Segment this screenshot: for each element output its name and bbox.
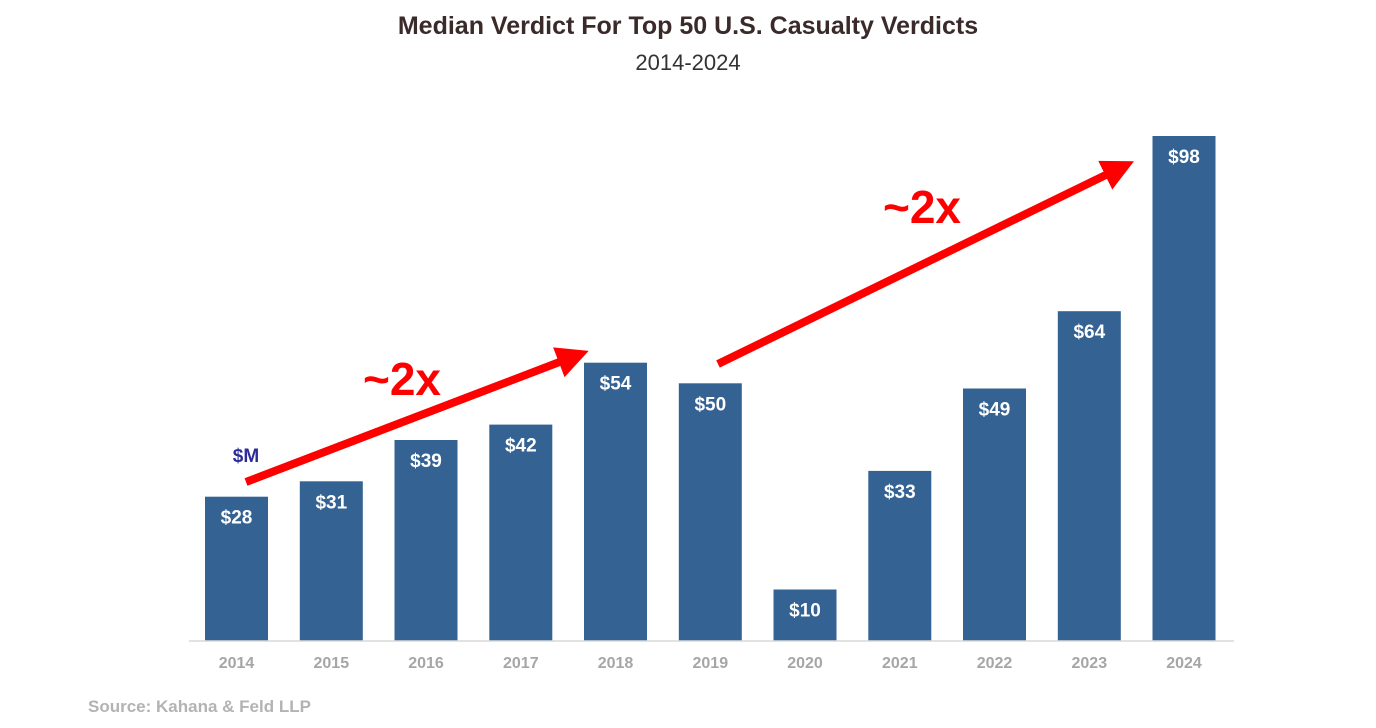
bar-2016 xyxy=(394,440,458,641)
x-tick-label: 2015 xyxy=(314,655,350,672)
bar-value-label: $33 xyxy=(884,482,916,503)
bar-2018 xyxy=(584,362,647,641)
bar-2020 xyxy=(773,589,837,641)
x-tick-label: 2014 xyxy=(219,655,255,672)
bar-value-label: $28 xyxy=(221,508,253,529)
bar-2014 xyxy=(205,496,268,641)
x-tick-label: 2020 xyxy=(787,655,823,672)
chart-title: Median Verdict For Top 50 U.S. Casualty … xyxy=(397,12,979,40)
bar-value-label: $10 xyxy=(789,601,821,622)
bar-value-label: $98 xyxy=(1168,147,1200,168)
bar-2023 xyxy=(1057,311,1121,641)
bar-value-label: $64 xyxy=(1073,322,1105,343)
x-tick-label: 2017 xyxy=(503,655,539,672)
bar-2024 xyxy=(1152,136,1216,641)
bars-layer: $28 $31 $39 $42 $54 $50 $10 $33 $49 $64 $98 xyxy=(205,136,1216,641)
bar-2022 xyxy=(963,388,1026,641)
growth-arrow-2019-2024 xyxy=(716,160,1134,368)
growth-annotation-label: ~2x xyxy=(363,353,441,405)
x-tick-label: 2021 xyxy=(882,655,918,672)
x-tick-label: 2024 xyxy=(1166,655,1202,672)
bar-2017 xyxy=(489,424,553,641)
bar-value-label: $54 xyxy=(600,374,632,395)
x-tick-label: 2018 xyxy=(598,655,634,672)
x-tick-label: 2023 xyxy=(1072,655,1108,672)
growth-annotations: ~2x ~2x xyxy=(244,160,1134,486)
unit-label: $M xyxy=(233,446,259,467)
bar-value-label: $50 xyxy=(694,394,726,415)
bar-value-label: $31 xyxy=(315,492,347,513)
x-tick-label: 2022 xyxy=(977,655,1013,672)
bar-2021 xyxy=(868,470,932,641)
bar-2015 xyxy=(299,481,363,641)
x-tick-labels: 2014 2015 2016 2017 2018 2019 2020 2021 2022 2023… xyxy=(219,655,1202,672)
x-tick-label: 2016 xyxy=(408,655,444,672)
growth-annotation-label: ~2x xyxy=(883,181,961,233)
bar-value-label: $42 xyxy=(505,436,537,457)
bar-value-label: $49 xyxy=(979,400,1011,421)
chart-subtitle: 2014-2024 xyxy=(635,50,741,75)
x-tick-label: 2019 xyxy=(693,655,729,672)
growth-arrow-2014-2018 xyxy=(244,347,589,486)
source-note: Source: Kahana & Feld LLP xyxy=(88,697,311,716)
bar-value-label: $39 xyxy=(410,451,442,472)
bar-2019 xyxy=(678,383,742,641)
